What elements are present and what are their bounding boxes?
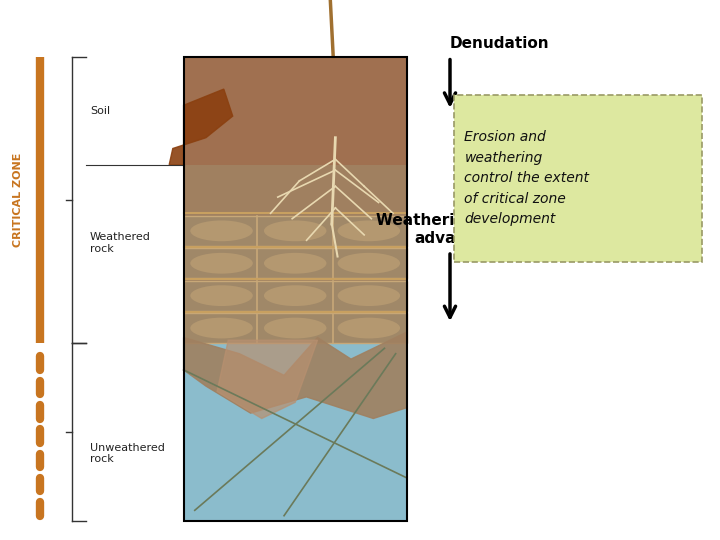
- Bar: [184, 57, 407, 165]
- Polygon shape: [184, 332, 407, 419]
- Ellipse shape: [264, 220, 326, 241]
- Ellipse shape: [338, 220, 400, 241]
- Ellipse shape: [264, 285, 326, 306]
- Bar: [184, 216, 407, 246]
- Text: CRITICAL ZONE: CRITICAL ZONE: [13, 153, 23, 247]
- Text: Unweathered
rock: Unweathered rock: [90, 443, 165, 464]
- Ellipse shape: [264, 253, 326, 274]
- Ellipse shape: [190, 253, 253, 274]
- Text: Denudation: Denudation: [450, 36, 549, 51]
- Bar: [184, 281, 407, 310]
- Bar: [184, 343, 407, 521]
- Bar: [184, 57, 407, 521]
- Text: Soil: Soil: [90, 106, 110, 116]
- Text: Erosion and
weathering
control the extent
of critical zone
development: Erosion and weathering control the exten…: [464, 130, 590, 226]
- Polygon shape: [217, 340, 318, 418]
- Ellipse shape: [338, 253, 400, 274]
- Bar: [184, 248, 407, 278]
- Ellipse shape: [338, 285, 400, 306]
- Ellipse shape: [338, 318, 400, 339]
- Ellipse shape: [190, 285, 253, 306]
- Text: Weathered
rock: Weathered rock: [90, 232, 151, 254]
- Bar: [184, 165, 407, 343]
- Bar: [184, 313, 407, 343]
- Ellipse shape: [264, 318, 326, 339]
- Ellipse shape: [190, 318, 253, 339]
- Polygon shape: [169, 89, 233, 165]
- FancyBboxPatch shape: [454, 94, 702, 262]
- Ellipse shape: [190, 220, 253, 241]
- Text: Weathering front
advance: Weathering front advance: [376, 213, 524, 246]
